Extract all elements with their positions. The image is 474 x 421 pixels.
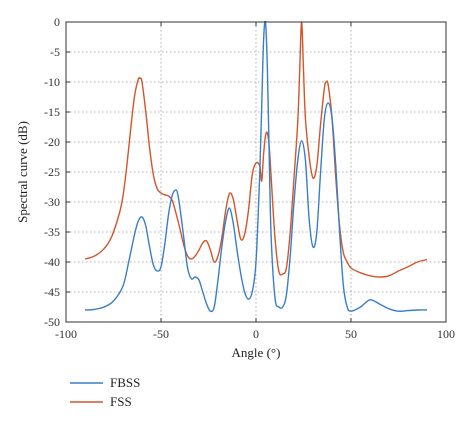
y-tick-label: -15 — [44, 105, 60, 119]
x-tick-label: -50 — [153, 327, 169, 341]
y-axis-label: Spectral curve (dB) — [15, 121, 30, 223]
x-tick-label: 100 — [437, 327, 455, 341]
y-tick-label: -10 — [44, 75, 60, 89]
series-line-fss — [84, 21, 428, 278]
y-tick-label: -20 — [44, 135, 60, 149]
series-line-fbss — [84, 21, 428, 313]
legend-label-fbss: FBSS — [110, 375, 140, 390]
y-tick-label: -30 — [44, 195, 60, 209]
series-lines — [84, 21, 428, 313]
grid — [66, 22, 446, 322]
y-tick-label: 0 — [54, 15, 60, 29]
x-tick-label: 50 — [345, 327, 357, 341]
x-tick-label: -100 — [55, 327, 77, 341]
y-tick-label: -35 — [44, 225, 60, 239]
y-tick-label: -45 — [44, 285, 60, 299]
y-tick-label: -5 — [50, 45, 60, 59]
y-tick-label: -40 — [44, 255, 60, 269]
legend-label-fss: FSS — [110, 394, 132, 409]
y-tick-label: -50 — [44, 315, 60, 329]
legend: FBSS FSS — [70, 375, 140, 409]
x-tick-label: 0 — [253, 327, 259, 341]
x-axis-label: Angle (°) — [232, 345, 281, 360]
y-tick-label: -25 — [44, 165, 60, 179]
ticks: -100 -50 0 50 1000-5-10-15-20-25-30-35-40-45… — [44, 15, 455, 341]
